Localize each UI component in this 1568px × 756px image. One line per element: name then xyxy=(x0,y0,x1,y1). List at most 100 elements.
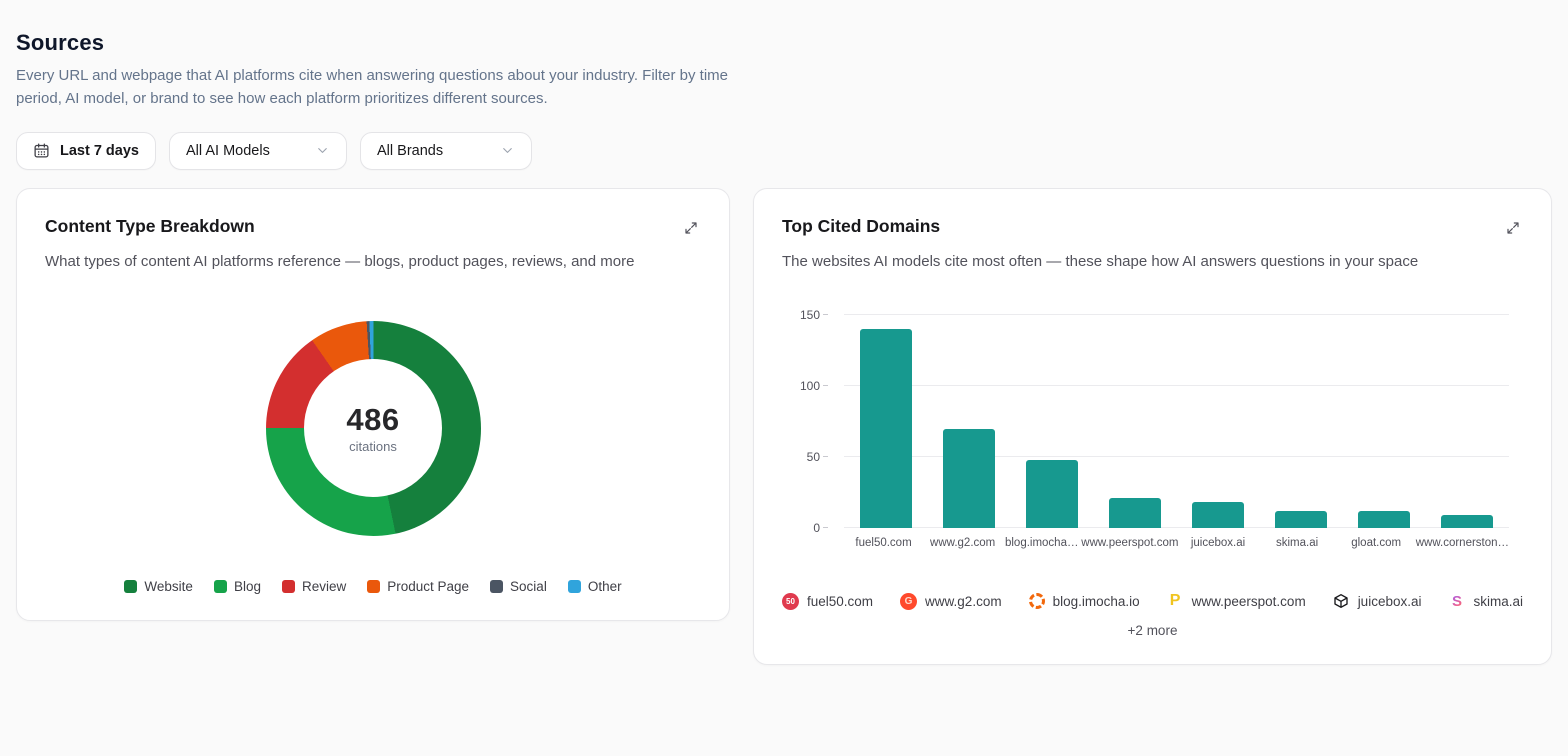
legend-item-blog: Blog xyxy=(213,578,261,594)
bar-chart: 0 50 100 150 fuel50.com www.g2.com blog.imoch… xyxy=(782,308,1523,549)
y-axis-tick-label: 100 xyxy=(790,378,828,394)
pie-legend: Website Blog Review Product Page Social xyxy=(45,579,701,594)
page-title: Sources xyxy=(16,30,105,55)
expand-button[interactable] xyxy=(681,218,701,241)
x-axis-tick-label: blog.imocha… xyxy=(1004,536,1079,549)
legend-label: Social xyxy=(510,578,547,594)
y-axis-tick-label: 0 xyxy=(790,520,828,536)
bar-skima.ai[interactable] xyxy=(1275,510,1328,528)
bar-slot xyxy=(1260,315,1343,528)
legend-swatch xyxy=(213,579,227,593)
top-cited-domains-card: Top Cited Domains The websites AI models… xyxy=(753,187,1552,665)
domain-label: www.peerspot.com xyxy=(1191,593,1306,609)
bar-fuel50.com[interactable] xyxy=(859,329,912,528)
bar-plot: 0 50 100 150 xyxy=(800,308,1509,535)
brand-filter[interactable]: All Brands xyxy=(360,131,532,170)
bar-x-labels: fuel50.com www.g2.com blog.imocha… www.peer… xyxy=(844,537,1509,549)
cards-row: Content Type Breakdown What types of con… xyxy=(16,187,1552,665)
x-axis-tick-label: www.g2.com xyxy=(930,536,996,549)
bar-www.cornerston…[interactable] xyxy=(1441,515,1494,528)
x-axis-tick-label: www.peerspot.com xyxy=(1081,536,1179,549)
page-description: Every URL and webpage that AI platforms … xyxy=(16,67,729,107)
bar-slot xyxy=(927,315,1010,528)
card-header: Top Cited Domains xyxy=(782,216,1523,241)
domain-label: www.g2.com xyxy=(925,593,1002,609)
bar-blog.imocha…[interactable] xyxy=(1025,459,1078,528)
ai-model-value: All AI Models xyxy=(186,142,270,159)
gridline xyxy=(844,526,1509,528)
legend-label: Review xyxy=(301,578,347,594)
legend-item-product-page: Product Page xyxy=(367,579,469,594)
bar-slot xyxy=(1343,315,1426,528)
content-type-breakdown-card: Content Type Breakdown What types of con… xyxy=(16,187,730,621)
x-axis-tick-label: fuel50.com xyxy=(855,536,912,549)
peerspot-favicon: P xyxy=(1169,592,1181,610)
x-axis-tick-label: juicebox.ai xyxy=(1190,536,1246,549)
card-subtitle: What types of content AI platforms refer… xyxy=(45,252,635,270)
sources-page: Sources Every URL and webpage that AI pl… xyxy=(0,0,1568,665)
g2-favicon: G xyxy=(900,592,918,610)
x-axis-tick-label: www.cornerston… xyxy=(1415,536,1510,549)
legend-swatch xyxy=(367,579,381,593)
calendar-icon xyxy=(33,142,50,159)
bar-gloat.com[interactable] xyxy=(1358,510,1411,528)
ai-model-filter[interactable]: All AI Models xyxy=(169,131,347,170)
domain-item-fuel50: 50 fuel50.com xyxy=(782,592,874,610)
domain-item-g2: G www.g2.com xyxy=(900,592,1002,610)
domain-item-skima: S skima.ai xyxy=(1448,593,1523,610)
gridline xyxy=(844,384,1509,386)
bar-slot xyxy=(1010,315,1093,528)
expand-icon xyxy=(683,220,699,239)
card-header: Content Type Breakdown xyxy=(45,216,701,241)
bar-slot xyxy=(1093,315,1176,528)
domain-legend: 50 fuel50.com G www.g2.com blog.imocha.i… xyxy=(782,592,1523,610)
legend-label: Product Page xyxy=(387,578,470,594)
bar-www.peerspot.com[interactable] xyxy=(1108,498,1161,528)
legend-item-review: Review xyxy=(281,578,347,594)
date-range-filter[interactable]: Last 7 days xyxy=(16,131,156,170)
skima-favicon: S xyxy=(1448,593,1465,610)
donut-center: 486 citations xyxy=(304,359,442,498)
expand-button[interactable] xyxy=(1503,218,1523,241)
card-subtitle: The websites AI models cite most often —… xyxy=(782,252,1419,270)
bar-slot xyxy=(1177,315,1260,528)
gridline xyxy=(844,455,1509,457)
legend-label: Other xyxy=(587,578,622,594)
domain-item-imocha: blog.imocha.io xyxy=(1028,593,1140,610)
legend-swatch xyxy=(490,579,504,593)
bar-slot xyxy=(1426,315,1509,528)
bar-www.g2.com[interactable] xyxy=(942,428,995,528)
expand-icon xyxy=(1505,220,1521,239)
domain-item-peerspot: P www.peerspot.com xyxy=(1167,592,1306,610)
card-title: Content Type Breakdown xyxy=(45,215,255,236)
domain-label: skima.ai xyxy=(1473,593,1523,609)
y-axis-tick-label: 50 xyxy=(790,449,828,465)
domain-label: juicebox.ai xyxy=(1357,593,1422,609)
show-more-domains[interactable]: +2 more xyxy=(1127,622,1178,638)
chevron-down-icon xyxy=(315,143,330,158)
citations-label: citations xyxy=(349,439,397,455)
domain-label: fuel50.com xyxy=(807,593,874,609)
donut-chart: 486 citations xyxy=(45,320,701,536)
chevron-down-icon xyxy=(500,143,515,158)
x-axis-tick-label: gloat.com xyxy=(1351,536,1402,549)
bar-slot xyxy=(844,315,927,528)
citations-total: 486 xyxy=(346,402,400,438)
legend-swatch xyxy=(281,579,295,593)
legend-swatch xyxy=(567,579,581,593)
date-range-label: Last 7 days xyxy=(60,142,139,159)
legend-item-website: Website xyxy=(124,579,193,594)
legend-label: Website xyxy=(144,578,193,594)
domain-label: blog.imocha.io xyxy=(1052,593,1140,609)
legend-item-other: Other xyxy=(567,578,622,594)
brand-value: All Brands xyxy=(377,142,444,159)
filter-bar: Last 7 days All AI Models All Brands xyxy=(16,131,1552,170)
donut-ring[interactable]: 486 citations xyxy=(265,320,481,536)
x-axis-tick-label: skima.ai xyxy=(1275,536,1319,549)
card-title: Top Cited Domains xyxy=(782,215,941,236)
fuel50-favicon: 50 xyxy=(782,592,799,610)
bar-juicebox.ai[interactable] xyxy=(1192,502,1245,528)
imocha-favicon xyxy=(1028,593,1045,610)
y-axis-tick-label: 150 xyxy=(790,307,828,323)
legend-label: Blog xyxy=(233,578,261,594)
